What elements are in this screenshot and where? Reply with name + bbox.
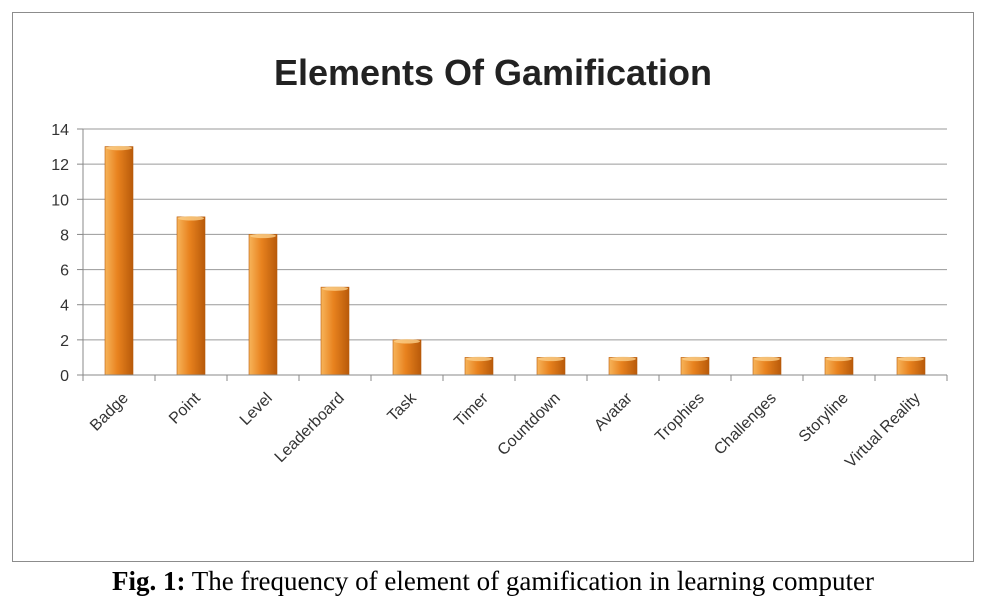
chart-frame: Elements Of Gamification 0 2 4 6 8 10 12 14 Badg… <box>12 12 974 562</box>
y-tick-label: 4 <box>60 298 69 315</box>
bar-top-highlight <box>178 216 204 221</box>
bar-top-highlight <box>250 233 276 239</box>
y-tick-label: 12 <box>51 157 69 174</box>
chart-title: Elements Of Gamification <box>274 52 712 93</box>
y-tick-label: 8 <box>60 227 69 244</box>
bar-chart: Elements Of Gamification 0 2 4 6 8 10 12 14 Badg… <box>51 52 948 472</box>
bar-top-highlight <box>754 356 780 362</box>
x-category-label: Level <box>237 390 276 429</box>
caption-label: Fig. 1: <box>112 566 186 596</box>
bar-badge <box>104 146 134 376</box>
x-category-label: Virtual Reality <box>842 390 924 472</box>
bar-point <box>176 216 206 376</box>
bar-task <box>392 339 422 376</box>
x-category-label: Avatar <box>591 389 636 434</box>
x-category-label: Trophies <box>652 390 708 446</box>
x-category-label: Badge <box>87 390 132 435</box>
bar-top-highlight <box>106 145 132 151</box>
y-tick-label: 6 <box>60 263 69 280</box>
bar-top-highlight <box>826 356 852 362</box>
bar-level <box>248 234 278 376</box>
figure-caption: Fig. 1: The frequency of element of gami… <box>0 566 986 597</box>
bar-top-highlight <box>610 356 636 362</box>
x-category-label: Timer <box>451 389 492 430</box>
x-category-label: Challenges <box>711 390 780 459</box>
bar-top-highlight <box>898 356 924 362</box>
y-tick-label: 0 <box>60 368 69 385</box>
x-category-label: Point <box>166 389 204 427</box>
bar-top-highlight <box>682 356 708 362</box>
bar-leaderboard <box>320 286 350 376</box>
x-category-label: Countdown <box>495 390 564 459</box>
x-category-label: Task <box>385 389 421 425</box>
y-tick-label: 14 <box>51 122 69 139</box>
bar-top-highlight <box>322 286 348 291</box>
bar-top-highlight <box>466 356 492 362</box>
caption-text: The frequency of element of gamification… <box>185 566 874 596</box>
x-category-label: Leaderboard <box>272 390 348 466</box>
y-tick-label: 10 <box>51 192 69 209</box>
y-tick-label: 2 <box>60 333 69 350</box>
bar-top-highlight <box>394 339 420 344</box>
bar-top-highlight <box>538 356 564 362</box>
x-category-label: Storyline <box>796 390 852 446</box>
